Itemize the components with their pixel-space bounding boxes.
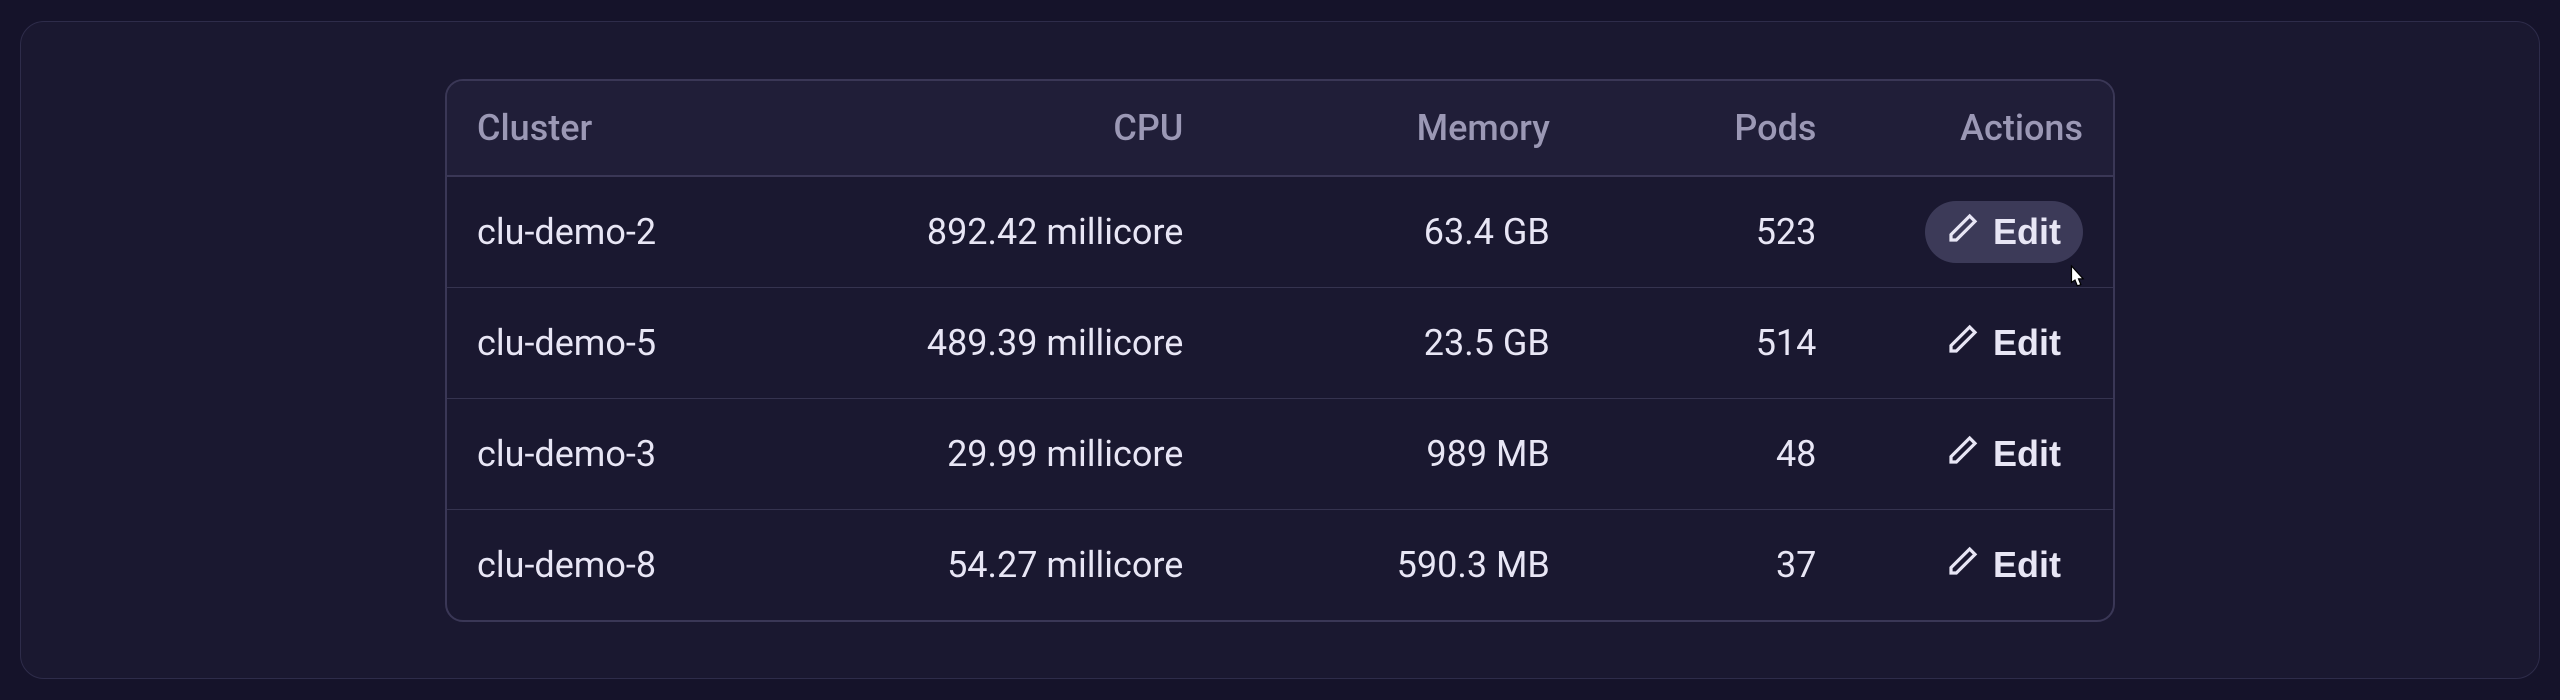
edit-button[interactable]: Edit [1925,201,2083,263]
edit-button[interactable]: Edit [1925,312,2083,374]
pencil-icon [1947,211,1979,253]
cell-actions: Edit [1846,176,2113,288]
dashboard-panel: Cluster CPU Memory Pods Actions clu-demo… [20,21,2540,679]
col-header-actions[interactable]: Actions [1846,81,2113,176]
table-row: clu-demo-329.99 millicore989 MB48 Edit [447,398,2113,509]
edit-button[interactable]: Edit [1925,423,2083,485]
table-row: clu-demo-2892.42 millicore63.4 GB523 Edit [447,176,2113,288]
edit-button-label: Edit [1993,544,2061,586]
edit-button-label: Edit [1993,433,2061,475]
table-row: clu-demo-854.27 millicore590.3 MB37 Edit [447,509,2113,620]
edit-button-label: Edit [1993,211,2061,253]
cell-cpu: 489.39 millicore [847,287,1214,398]
pencil-icon [1947,544,1979,586]
cell-cluster: clu-demo-8 [447,509,847,620]
cell-pods: 37 [1580,509,1847,620]
cell-memory: 63.4 GB [1213,176,1580,288]
cell-memory: 989 MB [1213,398,1580,509]
table-row: clu-demo-5489.39 millicore23.5 GB514 Edit [447,287,2113,398]
cell-cluster: clu-demo-2 [447,176,847,288]
cell-cpu: 29.99 millicore [847,398,1214,509]
cluster-table: Cluster CPU Memory Pods Actions clu-demo… [447,81,2113,620]
cell-memory: 23.5 GB [1213,287,1580,398]
pencil-icon [1947,322,1979,364]
cell-cluster: clu-demo-3 [447,398,847,509]
cell-cluster: clu-demo-5 [447,287,847,398]
edit-button-label: Edit [1993,322,2061,364]
cell-pods: 48 [1580,398,1847,509]
pencil-icon [1947,433,1979,475]
col-header-cluster[interactable]: Cluster [447,81,847,176]
cell-cpu: 892.42 millicore [847,176,1214,288]
cell-actions: Edit [1846,398,2113,509]
cluster-table-container: Cluster CPU Memory Pods Actions clu-demo… [445,79,2115,622]
cell-pods: 523 [1580,176,1847,288]
cell-memory: 590.3 MB [1213,509,1580,620]
cell-cpu: 54.27 millicore [847,509,1214,620]
table-header-row: Cluster CPU Memory Pods Actions [447,81,2113,176]
table-body: clu-demo-2892.42 millicore63.4 GB523 Edit… [447,176,2113,620]
col-header-cpu[interactable]: CPU [847,81,1214,176]
cell-actions: Edit [1846,287,2113,398]
col-header-memory[interactable]: Memory [1213,81,1580,176]
edit-button[interactable]: Edit [1925,534,2083,596]
col-header-pods[interactable]: Pods [1580,81,1847,176]
cell-actions: Edit [1846,509,2113,620]
cell-pods: 514 [1580,287,1847,398]
